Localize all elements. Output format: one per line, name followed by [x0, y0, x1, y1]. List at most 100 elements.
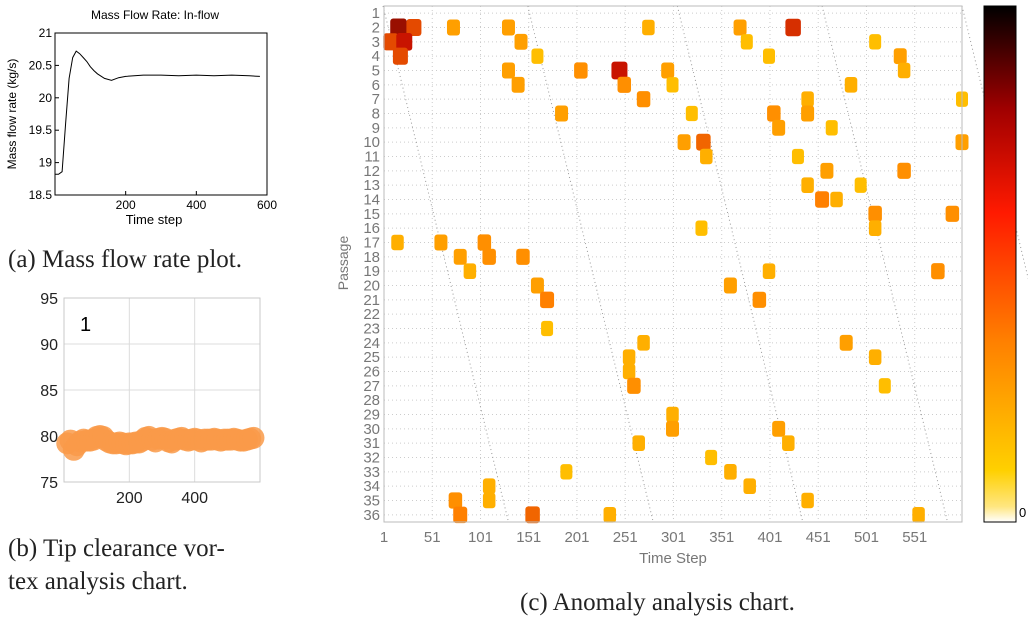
anomaly-ytick-label: 35	[363, 493, 380, 510]
anomaly-ytick-label: 22	[363, 306, 380, 323]
anomaly-cell	[574, 62, 588, 79]
anomaly-cell	[603, 507, 617, 523]
anomaly-ytick-label: 10	[363, 134, 380, 151]
anomaly-cell	[868, 349, 882, 365]
caption-b-line1: (b) Tip clearance vor-	[8, 535, 225, 562]
anomaly-cell	[897, 162, 911, 179]
anomaly-cell	[453, 248, 467, 265]
anomaly-cell	[501, 62, 515, 79]
anomaly-ytick-label: 23	[363, 321, 380, 338]
tip-clearance-ytick-label: 75	[40, 475, 58, 492]
anomaly-xlabel: Time Step	[639, 550, 707, 567]
anomaly-cell	[801, 177, 814, 193]
anomaly-diagonal-trace	[382, 5, 509, 523]
anomaly-cell	[791, 148, 804, 165]
anomaly-ytick-label: 24	[363, 335, 380, 352]
anomaly-cell	[724, 464, 737, 480]
mass-flow-ytick-label: 19	[39, 156, 53, 170]
anomaly-plot-area	[383, 5, 963, 523]
anomaly-ytick-label: 13	[363, 177, 380, 194]
caption-a: (a) Mass flow rate plot.	[8, 246, 242, 273]
mass-flow-plot-area	[54, 32, 268, 196]
anomaly-cell	[700, 148, 713, 165]
anomaly-cell	[392, 47, 408, 65]
anomaly-diagonal-trace	[961, 5, 1028, 280]
anomaly-xtick-label: 501	[854, 529, 879, 546]
anomaly-cell	[396, 32, 413, 51]
anomaly-ytick-label: 11	[364, 149, 380, 166]
anomaly-cell	[482, 492, 496, 509]
anomaly-xtick-label: 351	[709, 529, 734, 546]
anomaly-cell	[642, 19, 655, 36]
anomaly-cell	[801, 105, 815, 122]
mass-flow-xlabel: Time step	[126, 212, 183, 227]
colorbar	[983, 5, 1017, 523]
tip-clearance-annotation: 1	[80, 314, 91, 336]
anomaly-cell	[611, 61, 628, 80]
anomaly-ytick-label: 9	[372, 120, 380, 137]
anomaly-ytick-label: 30	[363, 421, 380, 438]
anomaly-diagonal-trace	[527, 5, 654, 523]
anomaly-ytick-label: 31	[363, 435, 380, 452]
anomaly-ylabel: Passage	[335, 236, 351, 291]
anomaly-cell	[740, 34, 753, 50]
anomaly-cell	[868, 220, 882, 236]
anomaly-cell	[446, 19, 460, 36]
tip-clearance-ytick-label: 80	[40, 429, 58, 446]
anomaly-cell	[531, 48, 544, 64]
mass-flow-ytick-label: 21	[39, 26, 53, 40]
anomaly-cell	[763, 48, 776, 64]
tip-clearance-xtick-label: 200	[116, 490, 143, 507]
tip-clearance-ytick-label: 90	[40, 337, 58, 354]
anomaly-xtick-label: 101	[468, 529, 493, 546]
anomaly-cell	[627, 377, 641, 394]
anomaly-diagonal-trace	[676, 5, 804, 523]
anomaly-ytick-label: 27	[363, 378, 380, 395]
mass-flow-series-line	[55, 50, 260, 175]
anomaly-cell	[666, 406, 679, 423]
caption-c: (c) Anomaly analysis chart.	[520, 589, 795, 616]
anomaly-ytick-label: 6	[372, 77, 380, 94]
anomaly-cell	[677, 134, 691, 151]
anomaly-ytick-label: 34	[363, 478, 380, 495]
anomaly-cell	[733, 19, 747, 36]
anomaly-cell	[685, 105, 698, 122]
anomaly-cell	[782, 435, 795, 451]
anomaly-cell	[560, 464, 573, 480]
mass-flow-xtick-label: 200	[116, 198, 136, 212]
mass-flow-ylabel: Mass flow rate (kg/s)	[5, 59, 19, 170]
anomaly-cell	[869, 34, 882, 50]
anomaly-ytick-label: 8	[372, 106, 380, 123]
anomaly-ytick-label: 17	[363, 235, 380, 252]
anomaly-cell	[931, 263, 945, 280]
anomaly-cell	[801, 91, 814, 107]
anomaly-ytick-label: 2	[372, 20, 380, 37]
anomaly-cell	[785, 18, 801, 37]
anomaly-xtick-label: 551	[902, 529, 927, 546]
anomaly-cell	[514, 33, 528, 50]
tip-clearance-chart: 75 80 85 90 95 200 400 1	[40, 291, 265, 507]
anomaly-xtick-label: 151	[516, 529, 541, 546]
anomaly-ytick-label: 29	[363, 407, 380, 424]
anomaly-cell	[525, 506, 540, 524]
anomaly-xtick-label: 301	[661, 529, 686, 546]
anomaly-cell	[463, 263, 477, 279]
anomaly-cell	[383, 33, 399, 51]
anomaly-cell	[912, 507, 925, 523]
anomaly-cell	[868, 205, 882, 222]
mass-flow-xtick-label: 400	[186, 198, 206, 212]
anomaly-xtick-label: 51	[424, 529, 441, 546]
mass-flow-ytick-label: 20	[39, 91, 53, 105]
anomaly-cell	[752, 291, 767, 308]
anomaly-cell	[695, 220, 708, 236]
anomaly-cell	[555, 105, 569, 122]
anomaly-cell	[511, 76, 525, 93]
tip-clearance-ytick-label: 85	[40, 383, 58, 400]
anomaly-cell	[541, 320, 554, 337]
anomaly-cell	[666, 420, 680, 437]
mass-flow-chart: Mass Flow Rate: In-flow Mass flow rate (…	[5, 8, 277, 227]
anomaly-xtick-label: 1	[380, 529, 388, 546]
anomaly-xtick-label: 401	[757, 529, 782, 546]
anomaly-cell	[893, 48, 907, 65]
anomaly-cell	[540, 291, 555, 309]
